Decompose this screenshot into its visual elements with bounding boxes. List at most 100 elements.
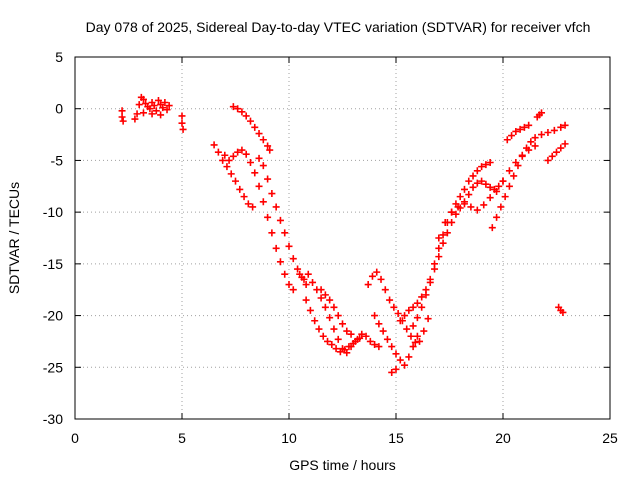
- x-tick-label: 0: [71, 430, 79, 446]
- data-point-marker: [179, 125, 187, 133]
- data-point-marker: [510, 172, 518, 180]
- data-point-marker: [264, 142, 272, 150]
- data-point-marker: [493, 187, 501, 195]
- data-points: [118, 93, 569, 376]
- x-tick-label: 25: [602, 430, 618, 446]
- data-point-marker: [375, 343, 383, 351]
- data-point-marker: [413, 314, 421, 322]
- x-tick-label: 10: [281, 430, 297, 446]
- data-point-marker: [409, 303, 417, 311]
- data-point-marker: [512, 127, 520, 135]
- data-point-marker: [178, 119, 186, 127]
- data-point-marker: [505, 167, 513, 175]
- series-track-d: [255, 154, 310, 289]
- data-point-marker: [131, 115, 139, 123]
- data-point-marker: [229, 152, 237, 160]
- data-point-marker: [405, 353, 413, 361]
- data-point-marker: [358, 330, 366, 338]
- data-point-marker: [302, 296, 310, 304]
- data-point-marker: [227, 170, 235, 178]
- data-point-marker: [473, 167, 481, 175]
- data-point-marker: [544, 129, 552, 137]
- data-point-marker: [119, 117, 127, 125]
- data-point-marker: [396, 356, 404, 364]
- data-point-marker: [264, 213, 272, 221]
- data-point-marker: [561, 121, 569, 129]
- data-point-marker: [246, 117, 254, 125]
- data-point-marker: [392, 350, 400, 358]
- data-point-marker: [371, 341, 379, 349]
- data-point-marker: [381, 286, 389, 294]
- data-point-marker: [229, 103, 237, 111]
- data-point-marker: [154, 96, 162, 104]
- x-tick-label: 20: [495, 430, 511, 446]
- data-point-marker: [405, 306, 413, 314]
- data-point-marker: [353, 335, 361, 343]
- y-tick-label: -5: [51, 152, 64, 168]
- data-point-marker: [309, 278, 317, 286]
- data-point-marker: [244, 200, 252, 208]
- data-point-marker: [289, 255, 297, 263]
- data-point-marker: [439, 239, 447, 247]
- data-point-marker: [281, 229, 289, 237]
- data-point-marker: [135, 101, 143, 109]
- data-point-marker: [347, 330, 355, 338]
- data-point-marker: [413, 299, 421, 307]
- data-point-marker: [435, 244, 443, 252]
- data-point-marker: [482, 161, 490, 169]
- data-point-marker: [394, 310, 402, 318]
- x-tick-labels: 0 5 10 15 20 25: [71, 430, 618, 446]
- data-point-marker: [499, 177, 507, 185]
- data-point-marker: [473, 206, 481, 214]
- data-point-marker: [268, 229, 276, 237]
- data-point-marker: [488, 224, 496, 232]
- plot-frame: [74, 56, 611, 420]
- y-axis-title: SDTVAR / TECUs: [6, 182, 22, 294]
- data-point-marker: [214, 148, 222, 156]
- data-point-marker: [469, 183, 477, 191]
- data-point-marker: [486, 158, 494, 166]
- data-point-marker: [326, 314, 334, 322]
- data-point-marker: [246, 158, 254, 166]
- data-point-marker: [339, 320, 346, 328]
- data-point-marker: [482, 180, 490, 188]
- series-track-rise-3: [435, 142, 539, 242]
- data-point-marker: [486, 183, 494, 191]
- data-point-marker: [553, 148, 560, 156]
- data-point-marker: [315, 325, 323, 333]
- x-tick-label: 5: [178, 430, 186, 446]
- x-axis-title: GPS time / hours: [289, 457, 396, 473]
- data-point-marker: [249, 203, 257, 211]
- data-point-marker: [238, 108, 246, 116]
- data-point-marker: [448, 218, 456, 226]
- series-cluster-early-morning: [118, 93, 173, 125]
- data-point-marker: [418, 303, 426, 311]
- data-point-marker: [550, 126, 558, 134]
- data-point-marker: [465, 177, 473, 185]
- data-point-marker: [163, 106, 171, 114]
- data-point-marker: [388, 368, 396, 376]
- data-point-marker: [343, 327, 351, 335]
- data-point-marker: [225, 156, 233, 164]
- data-point-marker: [159, 104, 167, 112]
- data-point-marker: [525, 121, 533, 129]
- data-point-marker: [364, 281, 372, 289]
- data-point-marker: [441, 218, 449, 226]
- data-point-marker: [328, 341, 336, 349]
- data-point-marker: [221, 151, 229, 159]
- data-point-marker: [456, 193, 464, 201]
- data-point-marker: [255, 182, 263, 190]
- data-point-marker: [157, 111, 165, 119]
- data-point-marker: [460, 185, 468, 193]
- data-point-marker: [165, 102, 173, 110]
- data-point-marker: [341, 346, 349, 354]
- data-point-marker: [255, 130, 263, 138]
- data-point-marker: [326, 296, 334, 304]
- data-point-marker: [401, 312, 409, 320]
- data-point-marker: [544, 156, 552, 164]
- data-point-marker: [439, 231, 447, 239]
- data-point-marker: [210, 141, 218, 149]
- data-point-marker: [478, 163, 486, 171]
- data-point-marker: [321, 291, 329, 299]
- data-point-marker: [409, 343, 417, 351]
